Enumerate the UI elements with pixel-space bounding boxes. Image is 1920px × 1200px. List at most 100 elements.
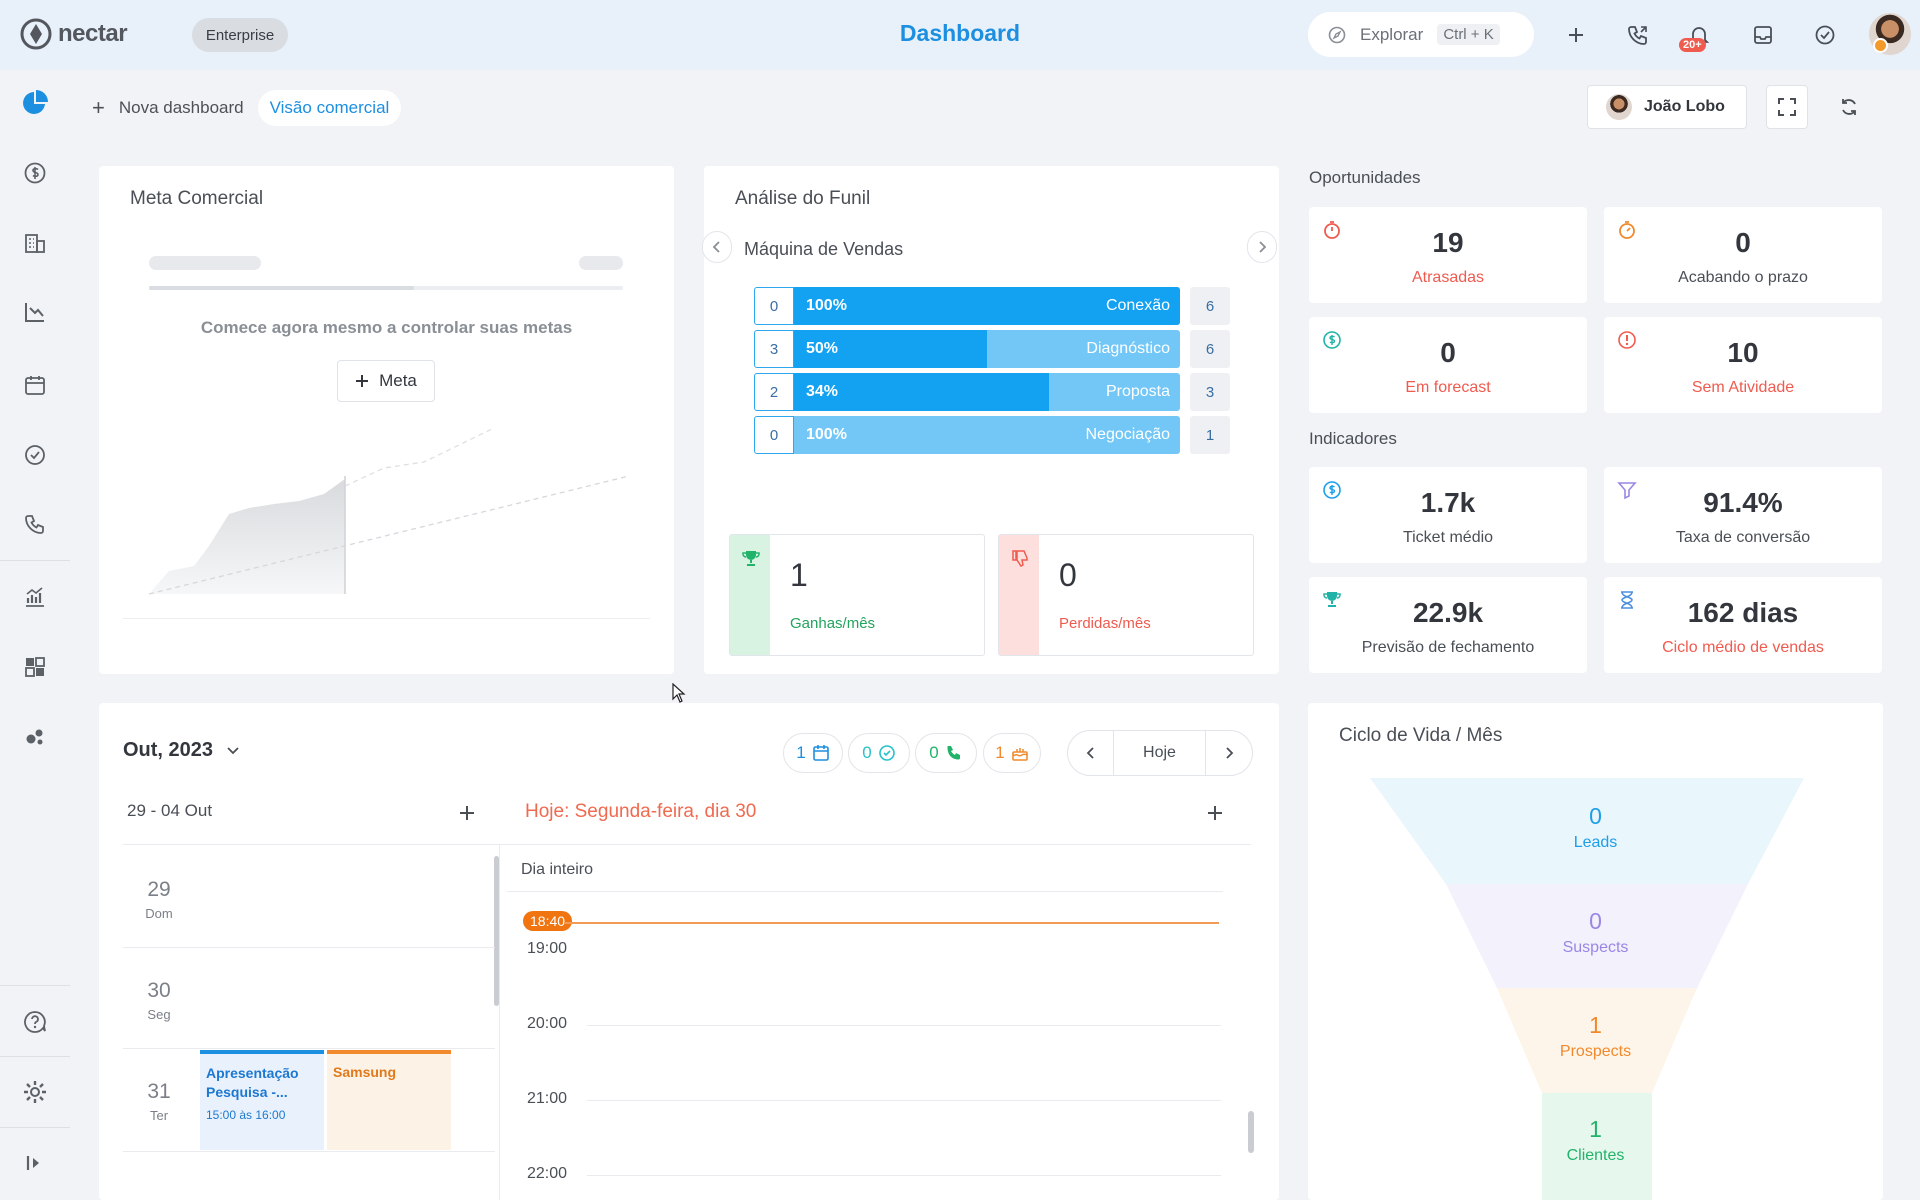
help-icon bbox=[24, 1011, 46, 1033]
add-meta-label: Meta bbox=[379, 371, 417, 390]
sidebar-item-widgets[interactable] bbox=[20, 652, 50, 682]
day-weekday: Ter bbox=[149, 1108, 169, 1123]
sidebar-item-analytics[interactable] bbox=[20, 582, 50, 612]
add-meta-button[interactable]: Meta bbox=[337, 360, 435, 402]
event-apresentacao[interactable]: Apresentação Pesquisa -... 15:00 às 16:0… bbox=[200, 1050, 324, 1150]
prev-week-button[interactable] bbox=[1068, 731, 1114, 775]
day-weekday: Seg bbox=[147, 1007, 171, 1022]
divider bbox=[499, 844, 500, 1200]
hour-label: 20:00 bbox=[527, 1015, 568, 1032]
placeholder-bar bbox=[579, 256, 623, 270]
user-filter-button[interactable]: João Lobo bbox=[1587, 85, 1747, 129]
oportunidades-stat[interactable]: 0 Acabando o prazo bbox=[1604, 207, 1882, 303]
sidebar-item-help[interactable] bbox=[20, 1007, 50, 1037]
sidebar-item-calls[interactable] bbox=[20, 510, 50, 540]
indicadores-stat[interactable]: 91.4% Taxa de conversão bbox=[1604, 467, 1882, 563]
prev-pipeline-button[interactable] bbox=[702, 231, 732, 263]
add-dashboard-button[interactable]: + bbox=[92, 95, 105, 120]
fullscreen-button[interactable] bbox=[1766, 85, 1808, 129]
event-time: 15:00 às 16:00 bbox=[206, 1108, 286, 1122]
analytics-icon bbox=[26, 587, 44, 607]
day-row[interactable]: 29 Dom bbox=[123, 848, 495, 948]
funnel-clientes-shape bbox=[1542, 1093, 1652, 1200]
lifecycle-leads[interactable]: 0 Leads bbox=[1308, 803, 1883, 852]
appointments-filter[interactable]: 1 bbox=[783, 733, 843, 773]
check-circle-icon[interactable] bbox=[1810, 20, 1840, 50]
sidebar-item-companies[interactable] bbox=[20, 228, 50, 258]
explore-search[interactable]: Explorar Ctrl + K bbox=[1308, 12, 1534, 57]
day-number: 30 bbox=[147, 979, 171, 1002]
add-event-week-icon[interactable] bbox=[459, 805, 475, 821]
stage-deals-in: 0 bbox=[754, 287, 794, 325]
refresh-button[interactable] bbox=[1834, 92, 1864, 122]
funnel-stage-row[interactable]: 2 34% Proposta 3 bbox=[754, 373, 1232, 411]
stat-value: 22.9k bbox=[1412, 597, 1484, 628]
tasks-filter[interactable]: 0 bbox=[848, 733, 910, 773]
day-row[interactable]: 30 Seg bbox=[123, 949, 495, 1049]
sidebar-item-settings[interactable] bbox=[20, 1077, 50, 1107]
calls-filter[interactable]: 0 bbox=[915, 733, 977, 773]
stage-name: Conexão bbox=[1105, 297, 1170, 314]
event-title: Apresentação Pesquisa -... bbox=[206, 1065, 299, 1100]
timer-icon bbox=[1616, 219, 1638, 241]
inbox-icon[interactable] bbox=[1748, 20, 1778, 50]
user-avatar[interactable] bbox=[1866, 10, 1914, 58]
funnel-stage-row[interactable]: 0 100% Conexão 6 bbox=[754, 287, 1232, 325]
stage-total: 6 bbox=[1190, 287, 1230, 325]
sidebar-item-tasks[interactable] bbox=[20, 440, 50, 470]
indicadores-stat[interactable]: 1.7k Ticket médio bbox=[1309, 467, 1587, 563]
sidebar-divider bbox=[0, 560, 70, 561]
calendar-navigation: Hoje bbox=[1067, 730, 1253, 776]
notification-badge: 20+ bbox=[1679, 38, 1706, 52]
oportunidades-stat[interactable]: 0 Em forecast bbox=[1309, 317, 1587, 413]
lost-card[interactable]: 0 Perdidas/mês bbox=[998, 534, 1254, 656]
stat-label: Acabando o prazo bbox=[1678, 269, 1808, 286]
today-button[interactable]: Hoje bbox=[1114, 731, 1206, 775]
day-row[interactable]: 31 Ter Apresentação Pesquisa -... 15:00 … bbox=[123, 1050, 495, 1150]
sidebar-item-reports[interactable] bbox=[20, 297, 50, 327]
funnel-stage-row[interactable]: 3 50% Diagnóstico 6 bbox=[754, 330, 1232, 368]
sidebar-item-deals[interactable] bbox=[20, 158, 50, 188]
indicadores-stat[interactable]: 22.9k Previsão de fechamento bbox=[1309, 577, 1587, 673]
stat-label: Previsão de fechamento bbox=[1361, 639, 1535, 656]
phone-icon[interactable] bbox=[1623, 20, 1653, 50]
week-scrollbar[interactable] bbox=[494, 856, 499, 1006]
event-samsung[interactable]: Samsung bbox=[327, 1050, 451, 1150]
tab-visao-comercial[interactable]: Visão comercial bbox=[257, 90, 402, 126]
chevron-right-icon bbox=[1226, 747, 1234, 759]
funnel-stage-row[interactable]: 0 100% Negociação 1 bbox=[754, 416, 1232, 454]
add-icon[interactable] bbox=[1561, 20, 1591, 50]
birthdays-count: 1 bbox=[995, 743, 1005, 762]
stat-label: Em forecast bbox=[1405, 379, 1491, 396]
sidebar-item-integrations[interactable] bbox=[20, 722, 50, 752]
logo[interactable]: nectar bbox=[20, 16, 128, 52]
tab-new-dashboard[interactable]: Nova dashboard bbox=[118, 98, 244, 117]
add-event-day-icon[interactable] bbox=[1207, 805, 1223, 821]
lifecycle-prospects[interactable]: 1 Prospects bbox=[1308, 1012, 1883, 1061]
month-selector[interactable]: Out, 2023 bbox=[123, 739, 239, 762]
oportunidades-stat[interactable]: 10 Sem Atividade bbox=[1604, 317, 1882, 413]
lifecycle-label: Leads bbox=[1573, 834, 1618, 851]
sidebar-toggle[interactable] bbox=[20, 1148, 50, 1178]
stat-value: 19 bbox=[1432, 227, 1464, 258]
won-card[interactable]: 1 Ganhas/mês bbox=[729, 534, 985, 656]
stat-value: 91.4% bbox=[1703, 487, 1783, 518]
sidebar-item-calendar[interactable] bbox=[20, 370, 50, 400]
indicadores-title: Indicadores bbox=[1309, 429, 1397, 448]
next-pipeline-button[interactable] bbox=[1247, 231, 1277, 263]
fullscreen-icon bbox=[1778, 98, 1796, 116]
next-week-button[interactable] bbox=[1206, 731, 1252, 775]
indicadores-stat[interactable]: 162 dias Ciclo médio de vendas bbox=[1604, 577, 1882, 673]
phone-icon bbox=[25, 515, 44, 534]
oportunidades-stat[interactable]: 19 Atrasadas bbox=[1309, 207, 1587, 303]
lifecycle-suspects[interactable]: 0 Suspects bbox=[1308, 908, 1883, 957]
current-time-line bbox=[565, 922, 1219, 924]
birthdays-filter[interactable]: 1 bbox=[983, 733, 1041, 773]
page-title: Dashboard bbox=[899, 20, 1021, 46]
lifecycle-clientes[interactable]: 1 Clientes bbox=[1308, 1116, 1883, 1165]
stage-deals-in: 3 bbox=[754, 330, 794, 368]
day-scrollbar[interactable] bbox=[1248, 1111, 1254, 1153]
dollar-circle-icon bbox=[24, 162, 46, 184]
sidebar-item-dashboard[interactable] bbox=[20, 88, 50, 118]
day-number: 31 bbox=[147, 1080, 171, 1103]
